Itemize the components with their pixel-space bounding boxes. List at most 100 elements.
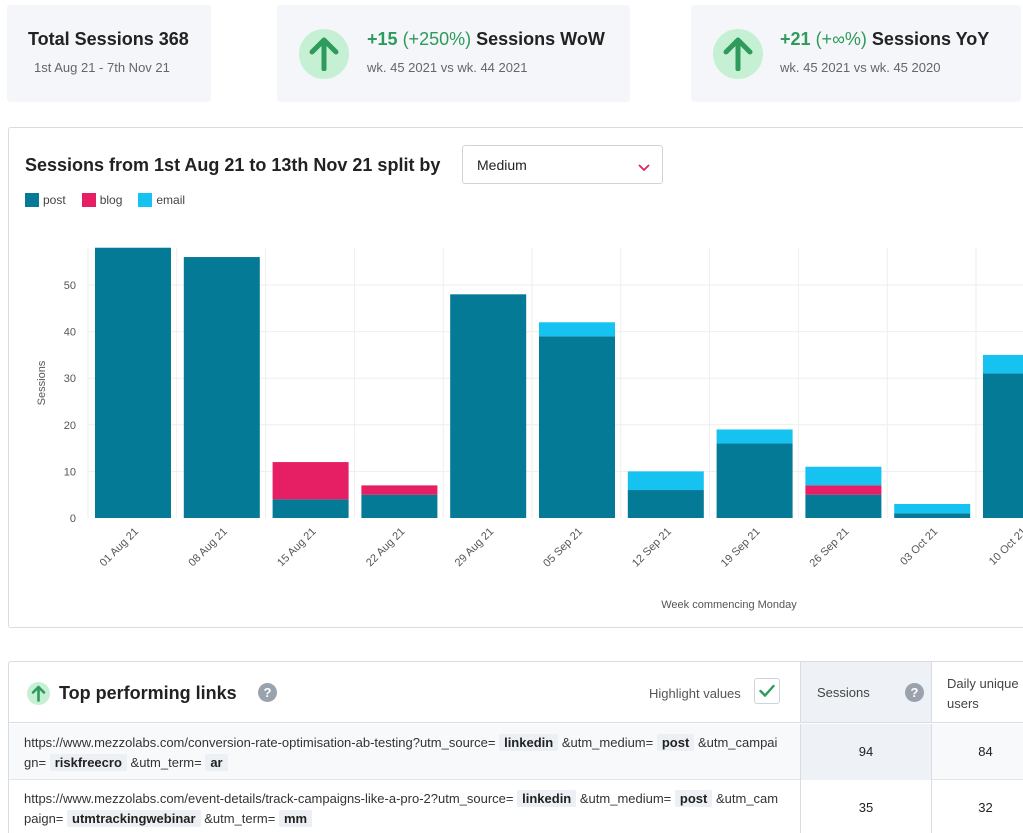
bar-blog — [805, 485, 882, 495]
url-prefix: https://www.mezzolabs.com/event-details/… — [24, 791, 514, 806]
x-tick-label: 29 Aug 21 — [453, 526, 497, 570]
bar-post — [95, 247, 171, 518]
url-term-key: &utm_term= — [204, 811, 276, 826]
y-tick-label: 50 — [64, 280, 76, 292]
bar-email — [805, 466, 882, 486]
bar-post — [983, 373, 1023, 518]
bar-post — [627, 490, 704, 518]
bar-email — [627, 471, 704, 491]
y-tick-label: 20 — [64, 420, 76, 432]
kpi-total-title: Total Sessions 368 — [28, 29, 189, 49]
bar-post — [450, 294, 527, 518]
legend-label-email: email — [156, 193, 186, 207]
legend-item-post[interactable]: post — [25, 193, 66, 207]
sessions-value: 35 — [800, 780, 931, 833]
bar-post — [361, 494, 438, 518]
bar-post — [539, 336, 615, 518]
bar-email — [894, 504, 971, 514]
column-sessions-label: Sessions — [817, 685, 870, 700]
y-axis-label: Sessions — [36, 360, 48, 405]
table-row[interactable]: https://www.mezzolabs.com/conversion-rat… — [9, 724, 1023, 780]
y-tick-label: 30 — [64, 373, 76, 385]
utm-campaign-tag: utmtrackingwebinar — [67, 810, 201, 827]
sessions-value: 94 — [800, 724, 931, 780]
url-campaign-key: &utm_campaign= — [24, 791, 779, 826]
utm-term-tag: ar — [205, 754, 228, 771]
daily-users-value: 84 — [931, 724, 1023, 780]
kpi-wow-pct: (+250%) — [402, 29, 472, 49]
bar-email — [716, 429, 793, 444]
link-url[interactable]: https://www.mezzolabs.com/conversion-rat… — [24, 733, 784, 773]
bar-blog — [361, 485, 438, 495]
url-prefix: https://www.mezzolabs.com/conversion-rat… — [24, 735, 496, 750]
bar-post — [894, 513, 971, 518]
utm-medium-tag: post — [656, 734, 695, 751]
arrow-up-icon — [299, 29, 349, 79]
x-tick-label: 22 Aug 21 — [364, 526, 408, 570]
x-tick-label: 01 Aug 21 — [98, 526, 142, 570]
legend-item-email[interactable]: email — [138, 193, 185, 207]
x-axis-label: Week commencing Monday — [661, 599, 797, 611]
arrow-up-icon — [27, 682, 50, 705]
table-header: Top performing links ? Highlight values — [9, 662, 800, 723]
top-links-table: Top performing links ? Highlight values … — [8, 661, 1023, 833]
legend-swatch-post — [25, 193, 39, 207]
legend-swatch-email — [138, 193, 153, 207]
utm-source-tag: linkedin — [517, 790, 577, 807]
sessions-bar-chart: 0 10 20 30 40 50 01 Aug 21 08 Aug 21 15 Aug 21 22… — [36, 247, 1023, 611]
url-term-key: &utm_term= — [130, 755, 202, 770]
x-tick-label: 08 Aug 21 — [186, 526, 230, 570]
bar-blog — [272, 462, 349, 500]
chart-legend: post blog email — [25, 193, 201, 207]
url-campaign-key: &utm_campaign= — [24, 735, 778, 770]
help-icon[interactable]: ? — [905, 683, 924, 702]
legend-swatch-blog — [81, 193, 96, 207]
bar-email — [983, 354, 1023, 374]
legend-label-post: post — [43, 193, 66, 207]
bar-post — [183, 257, 260, 518]
kpi-wow-headline: +15 (+250%) Sessions WoW — [367, 29, 605, 50]
arrow-up-icon — [713, 29, 763, 79]
kpi-wow-delta: +15 — [367, 29, 398, 49]
highlight-values-label: Highlight values — [649, 686, 741, 701]
column-header-daily-unique-users[interactable]: Daily unique users — [931, 662, 1023, 723]
y-tick-label: 10 — [64, 466, 76, 478]
daily-users-value: 32 — [931, 780, 1023, 833]
kpi-yoy-pct: (+∞%) — [815, 29, 867, 49]
sessions-chart-panel: Sessions from 1st Aug 21 to 13th Nov 21 … — [8, 127, 1023, 628]
utm-source-tag: linkedin — [499, 734, 559, 751]
url-medium-key: &utm_medium= — [561, 735, 654, 750]
link-url[interactable]: https://www.mezzolabs.com/event-details/… — [24, 789, 784, 829]
kpi-yoy-label: Sessions YoY — [871, 29, 990, 49]
kpi-yoy-delta: +21 — [780, 29, 811, 49]
utm-campaign-tag: riskfreecro — [49, 754, 127, 771]
kpi-total-sessions: Total Sessions 368 1st Aug 21 - 7th Nov … — [7, 5, 211, 102]
legend-item-blog[interactable]: blog — [81, 193, 122, 207]
chart-title: Sessions from 1st Aug 21 to 13th Nov 21 … — [25, 155, 441, 175]
utm-medium-tag: post — [674, 790, 713, 807]
help-icon[interactable]: ? — [258, 683, 277, 702]
kpi-sessions-wow: +15 (+250%) Sessions WoW wk. 45 2021 vs … — [277, 5, 630, 102]
bar-email — [539, 322, 615, 337]
x-tick-label: 15 Aug 21 — [275, 526, 319, 570]
bar-post — [716, 443, 793, 518]
x-tick-label: 05 Sep 21 — [541, 526, 585, 570]
kpi-wow-label: Sessions WoW — [476, 29, 605, 49]
split-by-dropdown[interactable]: Medium — [462, 145, 663, 184]
y-tick-label: 0 — [70, 513, 76, 525]
x-tick-label: 10 Oct 21 — [987, 526, 1023, 568]
table-row[interactable]: https://www.mezzolabs.com/event-details/… — [9, 780, 1023, 833]
bar-post — [272, 499, 349, 518]
x-tick-label: 12 Sep 21 — [630, 526, 674, 570]
highlight-values-checkbox[interactable] — [754, 678, 780, 704]
x-tick-label: 19 Sep 21 — [719, 526, 763, 570]
column-header-sessions[interactable]: Sessions ? — [800, 662, 931, 723]
table-title: Top performing links — [59, 683, 237, 703]
x-tick-label: 03 Oct 21 — [898, 526, 940, 568]
kpi-total-range: 1st Aug 21 - 7th Nov 21 — [34, 60, 170, 75]
y-tick-label: 40 — [64, 327, 76, 339]
kpi-wow-sub: wk. 45 2021 vs wk. 44 2021 — [367, 60, 528, 75]
x-tick-label: 26 Sep 21 — [808, 526, 852, 570]
column-users-label: Daily unique users — [947, 676, 1019, 711]
utm-term-tag: mm — [278, 810, 313, 827]
